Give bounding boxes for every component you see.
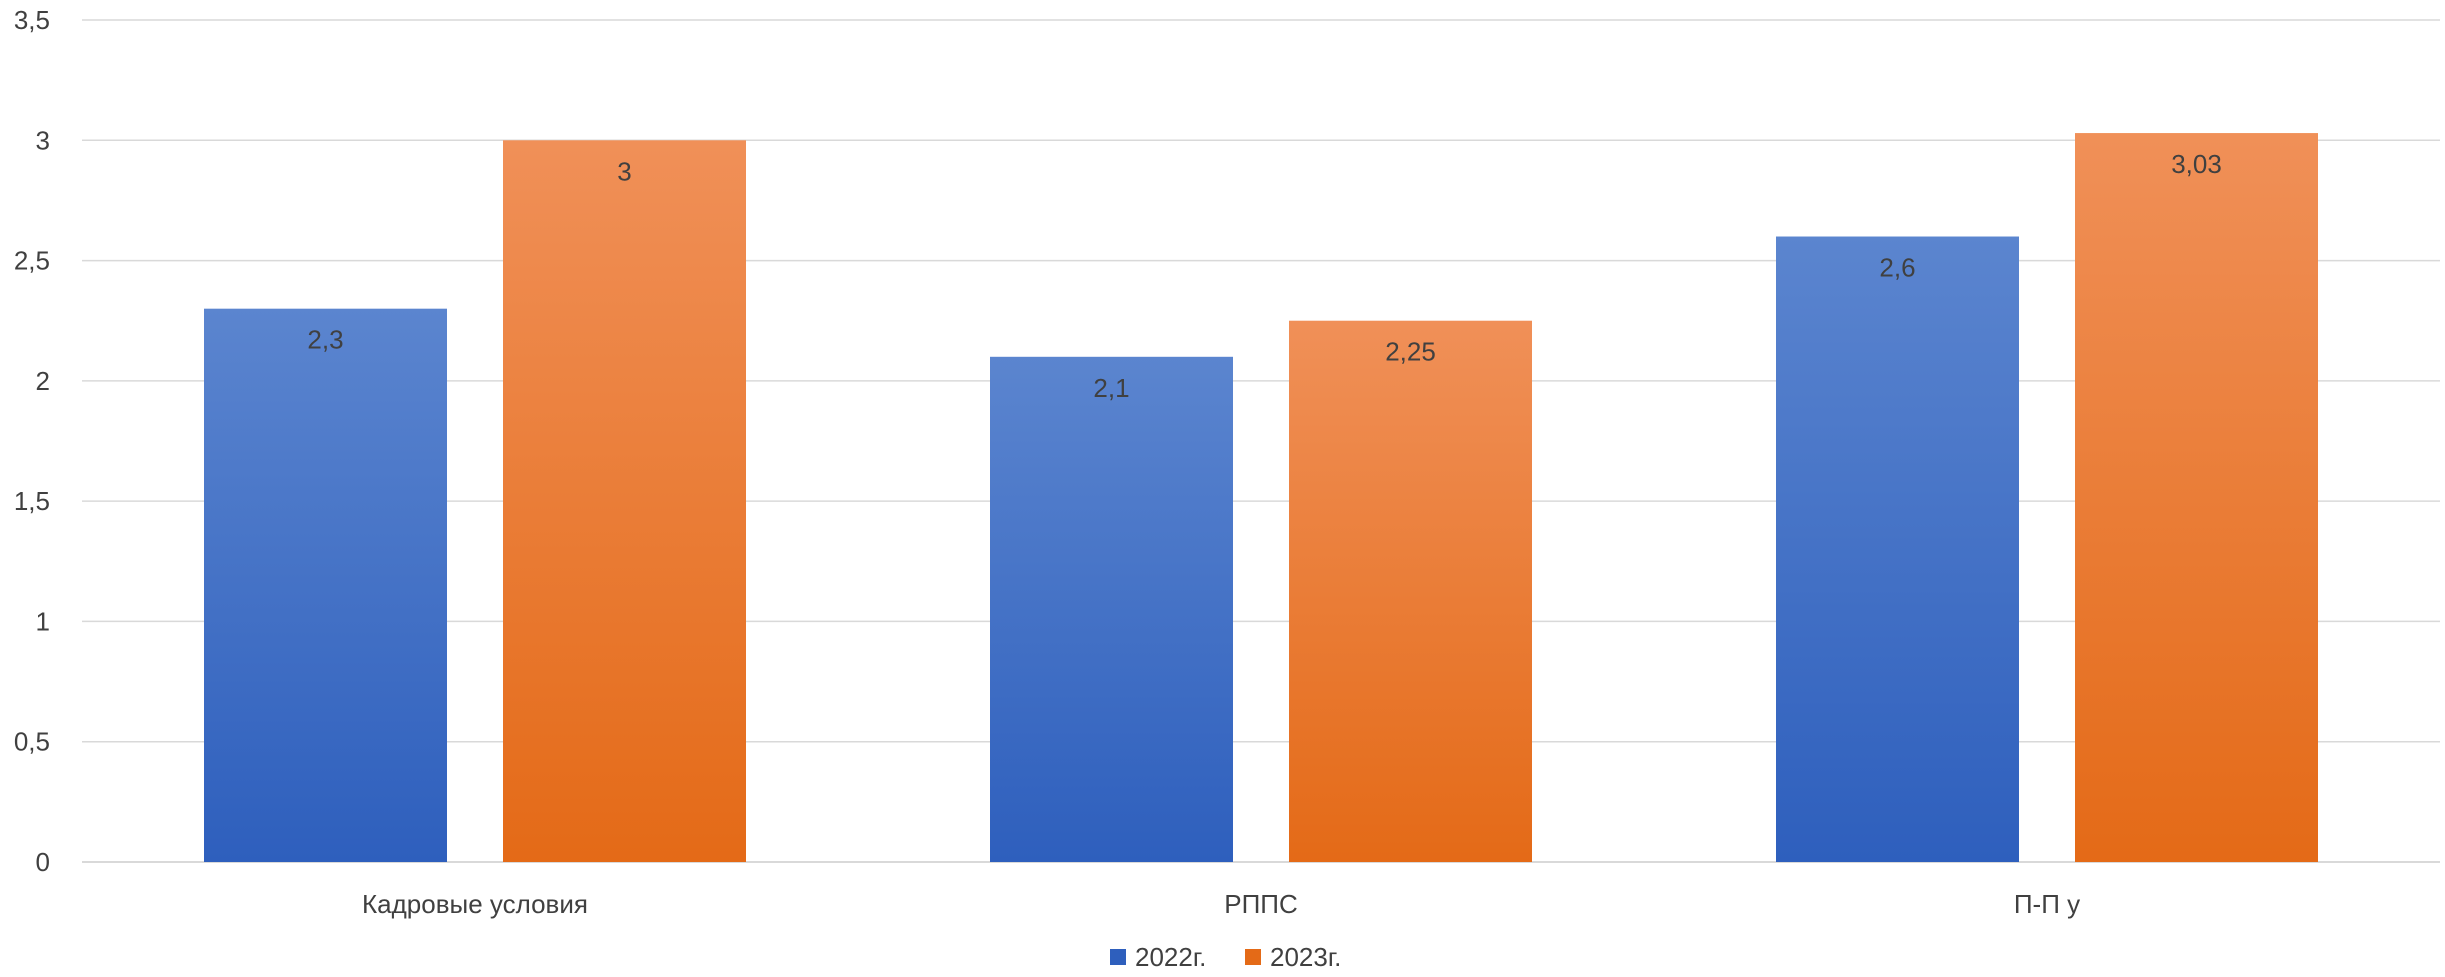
y-tick-label: 3,5 (14, 5, 50, 35)
x-category-label: Кадровые условия (362, 889, 588, 919)
legend-swatch (1110, 949, 1126, 965)
y-axis-tick-labels: 0 0,5 1 1,5 2 2,5 3 3,5 (14, 5, 50, 877)
y-tick-label: 3 (36, 125, 50, 155)
data-label: 2,3 (307, 325, 343, 355)
bar-2022-2 (1776, 236, 2019, 862)
bar-2023-0 (503, 140, 746, 863)
bar-2022-1 (990, 356, 1233, 862)
data-label: 3,03 (2171, 149, 2222, 179)
y-tick-label: 1,5 (14, 486, 50, 516)
legend: 2022г. 2023г. (1110, 942, 1341, 972)
legend-label: 2022г. (1135, 942, 1206, 972)
legend-swatch (1245, 949, 1261, 965)
y-tick-label: 1 (36, 606, 50, 636)
x-category-label: П-П у (2014, 889, 2080, 919)
data-label: 2,25 (1385, 337, 1436, 367)
x-axis-category-labels: Кадровые условия РППС П-П у (362, 889, 2080, 919)
data-labels: 2,3 3 2,1 2,25 2,6 3,03 (307, 149, 2221, 403)
legend-label: 2023г. (1270, 942, 1341, 972)
data-label: 2,1 (1093, 373, 1129, 403)
y-tick-label: 0,5 (14, 727, 50, 757)
y-tick-label: 2,5 (14, 246, 50, 276)
bar-2023-1 (1289, 320, 1532, 862)
y-tick-label: 2 (36, 366, 50, 396)
y-tick-label: 0 (36, 847, 50, 877)
bar-2023-2 (2075, 133, 2318, 862)
x-category-label: РППС (1224, 889, 1298, 919)
gridlines (82, 19, 2440, 863)
bar-2022-0 (204, 308, 447, 863)
data-label: 3 (617, 156, 631, 186)
data-label: 2,6 (1879, 253, 1915, 283)
bars (204, 133, 2318, 863)
